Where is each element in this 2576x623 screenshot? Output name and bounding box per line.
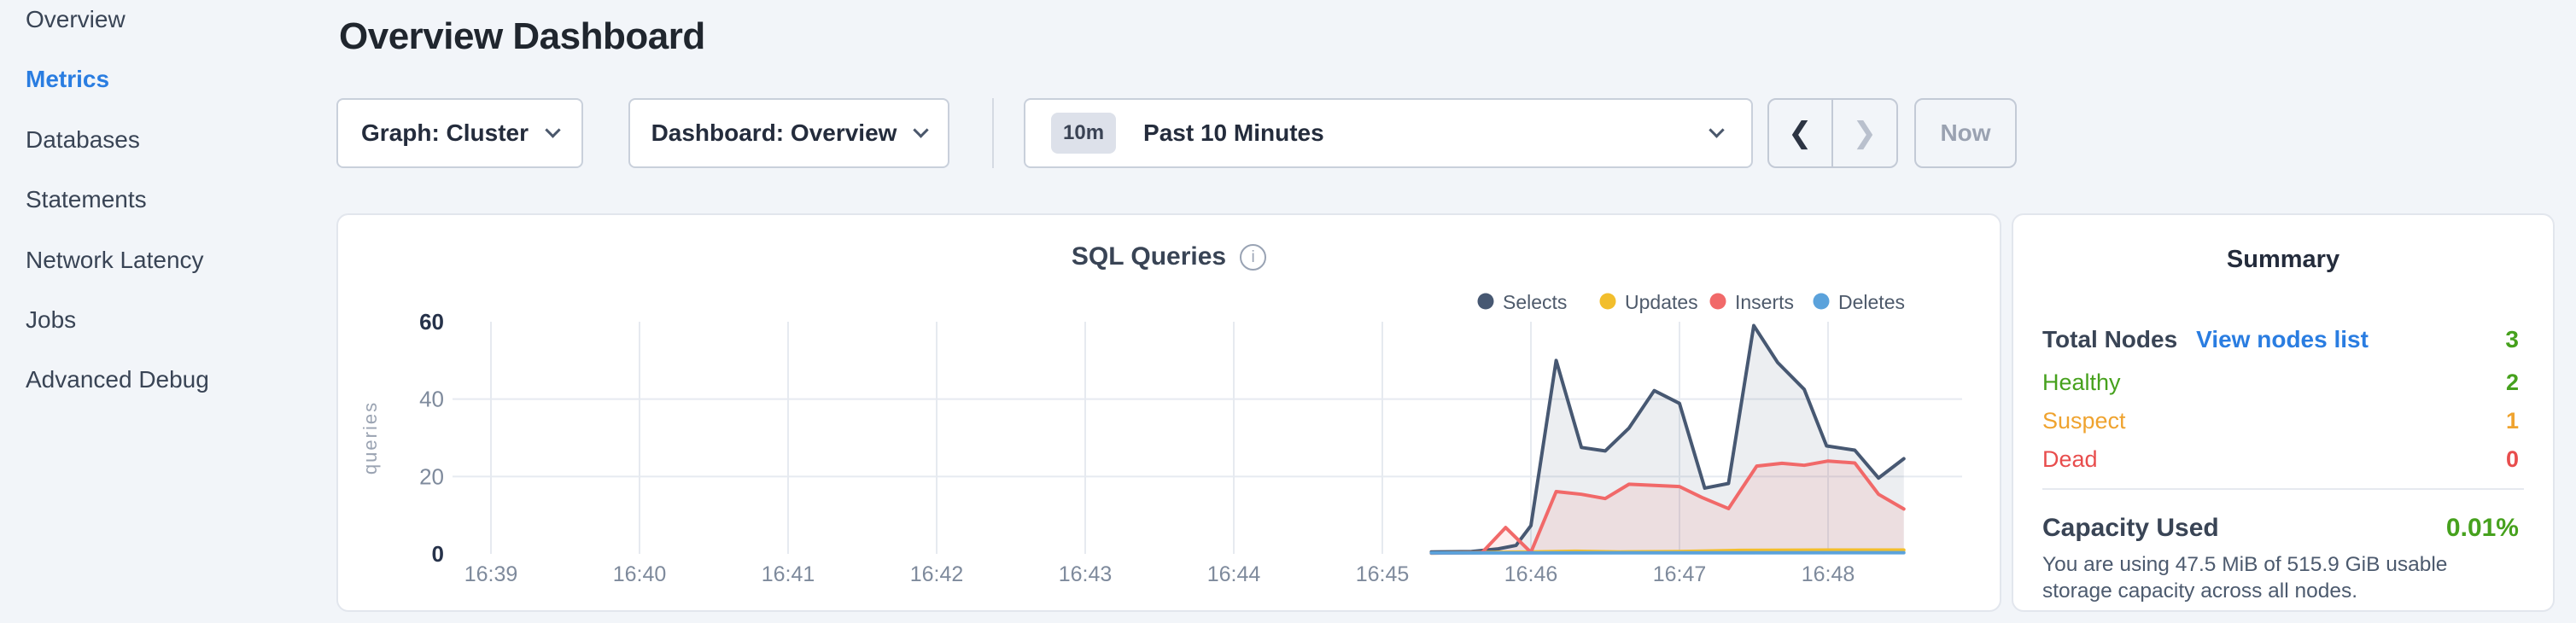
x-tick-label: 16:44 bbox=[1207, 562, 1261, 586]
controls-divider bbox=[992, 98, 994, 168]
legend-dot-deletes bbox=[1813, 293, 1830, 310]
legend-dot-inserts bbox=[1709, 293, 1726, 310]
time-step-forward-button[interactable]: ❯ bbox=[1833, 100, 1897, 166]
legend-dot-updates bbox=[1599, 293, 1616, 310]
healthy-nodes-row: Healthy 2 bbox=[2042, 367, 2519, 398]
x-tick-label: 16:43 bbox=[1059, 562, 1113, 586]
capacity-description: You are using 47.5 MiB of 515.9 GiB usab… bbox=[2042, 553, 2448, 603]
x-tick-label: 16:48 bbox=[1802, 562, 1855, 586]
capacity-used-value: 0.01% bbox=[2445, 514, 2519, 542]
time-window-label: Past 10 Minutes bbox=[1143, 119, 1324, 146]
sidebar-item-overview[interactable]: Overview bbox=[26, 6, 126, 32]
x-tick-label: 16:41 bbox=[762, 562, 815, 586]
summary-title: Summary bbox=[2226, 246, 2340, 273]
chevron-down-icon bbox=[1709, 121, 1725, 138]
x-tick-label: 16:40 bbox=[613, 562, 667, 586]
chart-title-row: SQL Queries i bbox=[336, 242, 2001, 271]
graph-dropdown-label: Graph: Cluster bbox=[360, 119, 529, 146]
sidebar-item-network-latency[interactable]: Network Latency bbox=[26, 247, 204, 273]
page-title: Overview Dashboard bbox=[339, 15, 705, 57]
x-tick-label: 16:46 bbox=[1504, 562, 1558, 586]
healthy-value: 2 bbox=[2505, 369, 2519, 395]
time-window-badge: 10m bbox=[1051, 113, 1117, 154]
y-tick-label: 0 bbox=[432, 541, 444, 567]
chevron-down-icon bbox=[545, 121, 561, 138]
legend-label-selects: Selects bbox=[1503, 291, 1567, 313]
sidebar-item-metrics[interactable]: Metrics bbox=[26, 66, 110, 92]
dead-label: Dead bbox=[2042, 445, 2098, 472]
time-step-buttons: ❮ ❯ bbox=[1767, 98, 1898, 168]
sidebar: Overview Metrics Databases Statements Ne… bbox=[0, 0, 335, 623]
chevron-left-icon: ❮ bbox=[1788, 117, 1813, 149]
sidebar-item-advanced-debug[interactable]: Advanced Debug bbox=[26, 366, 209, 393]
suspect-label: Suspect bbox=[2042, 407, 2126, 434]
suspect-nodes-row: Suspect 1 bbox=[2042, 405, 2519, 436]
now-button[interactable]: Now bbox=[1914, 98, 2017, 168]
x-tick-label: 16:42 bbox=[910, 562, 964, 586]
legend-label-deletes: Deletes bbox=[1838, 291, 1905, 313]
sidebar-item-jobs[interactable]: Jobs bbox=[26, 306, 77, 333]
chevron-right-icon: ❯ bbox=[1852, 117, 1878, 149]
info-icon[interactable]: i bbox=[1240, 243, 1267, 271]
chart-title: SQL Queries bbox=[1071, 242, 1227, 271]
dashboard-dropdown[interactable]: Dashboard: Overview bbox=[628, 98, 949, 168]
dashboard-dropdown-label: Dashboard: Overview bbox=[651, 119, 897, 146]
dead-nodes-row: Dead 0 bbox=[2042, 444, 2519, 475]
time-step-back-button[interactable]: ❮ bbox=[1769, 100, 1833, 166]
time-window-picker[interactable]: 10m Past 10 Minutes bbox=[1024, 98, 1753, 168]
total-nodes-value: 3 bbox=[2505, 326, 2519, 352]
y-tick-label: 60 bbox=[419, 309, 444, 335]
summary-divider bbox=[2042, 488, 2524, 490]
y-axis-label: queries bbox=[359, 401, 381, 475]
y-tick-label: 20 bbox=[419, 463, 444, 489]
graph-dropdown[interactable]: Graph: Cluster bbox=[336, 98, 583, 168]
view-nodes-list-link[interactable]: View nodes list bbox=[2196, 326, 2369, 352]
sidebar-item-databases[interactable]: Databases bbox=[26, 126, 140, 153]
sidebar-item-statements[interactable]: Statements bbox=[26, 186, 147, 213]
sql-queries-chart-card bbox=[336, 213, 2001, 612]
summary-panel: Summary Total Nodes View nodes list 3 He… bbox=[2012, 213, 2555, 612]
healthy-label: Healthy bbox=[2042, 369, 2121, 395]
legend-label-inserts: Inserts bbox=[1735, 291, 1794, 313]
legend-dot-selects bbox=[1477, 293, 1494, 310]
x-tick-label: 16:45 bbox=[1356, 562, 1410, 586]
x-tick-label: 16:39 bbox=[464, 562, 518, 586]
x-tick-label: 16:47 bbox=[1653, 562, 1707, 586]
y-tick-label: 40 bbox=[419, 387, 444, 412]
chevron-down-icon bbox=[913, 121, 930, 138]
dead-value: 0 bbox=[2505, 445, 2519, 472]
series-area-selects bbox=[1431, 325, 1904, 554]
total-nodes-row: Total Nodes View nodes list 3 bbox=[2042, 324, 2519, 355]
capacity-used-label: Capacity Used bbox=[2042, 514, 2219, 542]
total-nodes-label: Total Nodes bbox=[2042, 326, 2178, 352]
suspect-value: 1 bbox=[2505, 407, 2519, 434]
legend-label-updates: Updates bbox=[1625, 291, 1698, 313]
series-area-inserts bbox=[1431, 461, 1904, 554]
capacity-used-row: Capacity Used 0.01% bbox=[2042, 512, 2519, 544]
sql-queries-chart: 16:39 16:40 16:41 16:42 16:43 16:44 16:45 16:46… bbox=[359, 291, 1962, 586]
